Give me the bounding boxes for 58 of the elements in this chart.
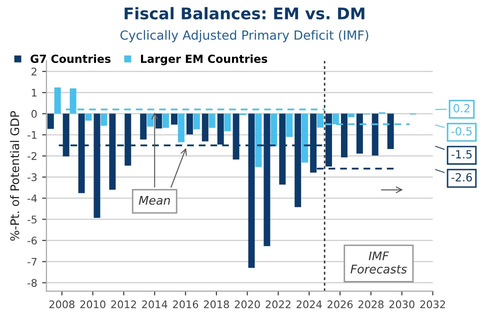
y-tick-label: 2 <box>32 68 36 76</box>
x-tick-label: 2012 <box>111 300 136 308</box>
text: -0.5 <box>451 127 472 136</box>
y-tick-label: 1 <box>32 88 36 97</box>
annotation: Mean <box>138 196 170 205</box>
bar <box>372 114 378 156</box>
x-tick-label: 2016 <box>173 300 198 308</box>
y-tick-label: -4 <box>28 194 37 202</box>
x-tick-label: 2032 <box>420 300 445 308</box>
bar <box>255 114 262 168</box>
legend-label: Larger EM Countries <box>140 54 268 66</box>
bar <box>186 114 193 134</box>
x-tick-label: 2026 <box>328 300 353 308</box>
y-tick-label: -3 <box>28 173 37 182</box>
bar <box>202 114 208 142</box>
bar <box>162 114 169 128</box>
y-tick-label: 0 <box>31 110 37 118</box>
bar <box>100 114 108 126</box>
x-tick-label: 2014 <box>142 300 168 308</box>
bar <box>140 114 147 140</box>
bar <box>156 114 162 128</box>
y-axis-title: %-Pt. of Potential GDP <box>10 111 20 241</box>
x-tick-label: 2008 <box>49 300 74 308</box>
bar <box>340 114 348 158</box>
bar <box>47 114 54 129</box>
bar <box>286 114 293 137</box>
annotation: IMF Forecasts <box>350 252 407 274</box>
bar <box>178 114 184 142</box>
bar <box>356 114 363 154</box>
x-tick-label: 2024 <box>296 300 322 308</box>
bar <box>208 114 216 128</box>
x-tick-label: 2010 <box>80 300 106 308</box>
legend-label: G7 Countries <box>30 54 111 63</box>
text: -1.5 <box>451 150 472 159</box>
bar <box>270 114 278 146</box>
text: -2.6 <box>451 173 472 182</box>
bar <box>193 114 200 130</box>
y-tick-label: -5 <box>28 216 37 224</box>
bar <box>147 114 154 127</box>
bar <box>85 114 92 121</box>
bar <box>348 114 354 118</box>
bar <box>224 114 231 132</box>
y-tick-label: -6 <box>28 236 37 245</box>
x-tick-label: 2020 <box>234 300 260 308</box>
y-tick-label: -8 <box>28 278 37 287</box>
y-tick-label: -1 <box>28 131 36 139</box>
chart-subtitle: Cyclically Adjusted Primary Deficit (IMF) <box>120 30 368 42</box>
y-tick-label: -7 <box>28 258 37 266</box>
bar <box>302 114 308 162</box>
y-tick-label: -2 <box>28 152 36 160</box>
x-tick-label: 2022 <box>266 300 290 308</box>
x-tick-label: 2018 <box>204 300 229 308</box>
bar <box>387 114 394 149</box>
text: 0.2 <box>454 104 470 112</box>
x-tick-label: 2030 <box>389 300 414 308</box>
chart-title: Fiscal Balances: EM vs. DM <box>124 7 364 20</box>
bar <box>171 114 178 125</box>
x-tick-label: 2028 <box>358 300 384 308</box>
